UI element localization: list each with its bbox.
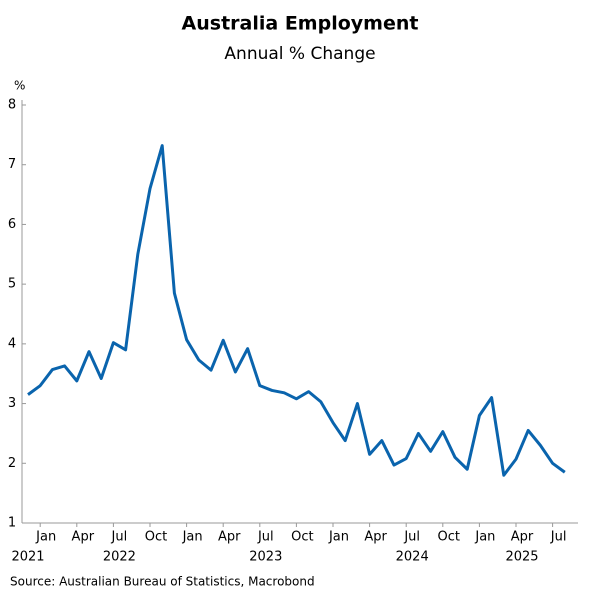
x-tick-label: Jan bbox=[328, 530, 349, 545]
year-label: 2022 bbox=[103, 550, 136, 565]
line bbox=[27, 144, 566, 477]
year-label: 2023 bbox=[249, 550, 282, 565]
y-tick-label: 2 bbox=[8, 456, 16, 471]
x-tick-label: Apr bbox=[72, 530, 95, 545]
chart-title: Australia Employment bbox=[182, 13, 419, 35]
year-label: 2024 bbox=[396, 550, 429, 565]
x-tick-label: Oct bbox=[145, 530, 167, 545]
x-tick-label: Oct bbox=[438, 530, 460, 545]
year-label: 2021 bbox=[11, 550, 44, 565]
year-label: 2025 bbox=[505, 550, 538, 565]
x-tick-label: Jan bbox=[35, 530, 56, 545]
y-tick-label: 3 bbox=[8, 396, 16, 411]
y-tick-label: 7 bbox=[8, 157, 16, 172]
x-tick-label: Jul bbox=[550, 530, 567, 545]
x-tick-label: Jul bbox=[111, 530, 128, 545]
chart-subtitle: Annual % Change bbox=[224, 44, 375, 64]
y-tick-label: 1 bbox=[8, 516, 16, 531]
y-tick-label: 4 bbox=[8, 336, 16, 351]
x-tick-label: Apr bbox=[511, 530, 534, 545]
x-tick-label: Jul bbox=[257, 530, 274, 545]
source: Source: Australian Bureau of Statistics,… bbox=[10, 575, 315, 589]
y-tick-label: 5 bbox=[8, 277, 16, 292]
y-tick-label: 8 bbox=[8, 98, 16, 113]
x-tick-label: Oct bbox=[291, 530, 313, 545]
x-tick-label: Jan bbox=[474, 530, 495, 545]
y-tick-label: 6 bbox=[8, 217, 16, 232]
x-tick-label: Apr bbox=[364, 530, 387, 545]
x-tick-label: Jul bbox=[403, 530, 420, 545]
x-tick-label: Jan bbox=[182, 530, 203, 545]
x-tick-label: Apr bbox=[218, 530, 241, 545]
y-unit: % bbox=[14, 79, 25, 93]
